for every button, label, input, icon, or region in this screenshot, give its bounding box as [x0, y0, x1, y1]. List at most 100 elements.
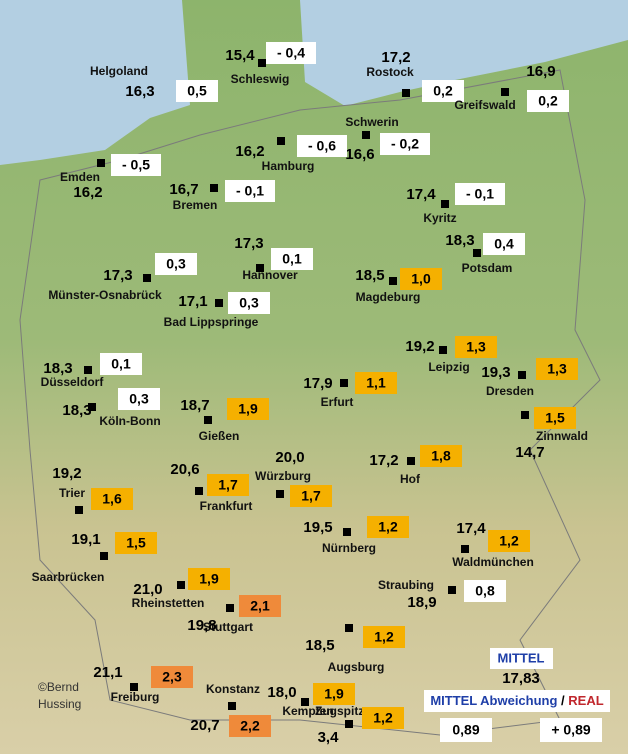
deviation-box — [228, 292, 270, 314]
station-marker — [276, 490, 284, 498]
station-deviation: - 0,5 — [122, 157, 150, 173]
station-temp: 18,0 — [267, 684, 296, 701]
station-deviation: - 0,6 — [308, 138, 336, 154]
station-name: Zinnwald — [536, 429, 588, 443]
station-temp: 15,4 — [225, 47, 255, 64]
deviation-box — [313, 683, 355, 705]
station-marker — [362, 131, 370, 139]
station-temp: 19,8 — [187, 617, 216, 634]
station-deviation: 1,2 — [374, 629, 394, 645]
station-temp: 17,2 — [369, 452, 398, 469]
station-deviation: 2,1 — [250, 598, 270, 614]
station-temp: 16,3 — [125, 83, 154, 100]
station-deviation: 0,3 — [129, 391, 149, 407]
station-marker — [130, 683, 138, 691]
station-marker — [256, 264, 264, 272]
station-temp: 16,9 — [526, 63, 555, 80]
station-marker — [228, 702, 236, 710]
station-temp: 17,9 — [303, 375, 332, 392]
station-marker — [84, 366, 92, 374]
station-name: Rostock — [366, 65, 414, 79]
station-deviation: 1,6 — [102, 491, 122, 507]
station-name: Bad Lippspringe — [164, 315, 259, 329]
station-deviation: 1,9 — [238, 401, 258, 417]
deviation-box — [488, 530, 530, 552]
station-marker — [226, 604, 234, 612]
station-name: Dresden — [486, 384, 534, 398]
station-marker — [402, 89, 410, 97]
station-temp: 18,5 — [305, 637, 334, 654]
deviation-box — [536, 358, 578, 380]
station-temp: 3,4 — [318, 729, 340, 746]
station-name: Straubing — [378, 578, 434, 592]
real-box — [540, 718, 602, 742]
station-name: Bremen — [173, 198, 218, 212]
station-temp: 16,6 — [345, 146, 374, 163]
deviation-box — [297, 135, 347, 157]
station-marker — [210, 184, 218, 192]
station-name: Münster-Osnabrück — [48, 288, 162, 302]
station-name: Köln-Bonn — [99, 414, 160, 428]
deviation-box — [151, 666, 193, 688]
deviation-box — [464, 580, 506, 602]
station-marker — [439, 346, 447, 354]
deviation-box — [455, 183, 505, 205]
station-marker — [343, 528, 351, 536]
legend-label: MITTEL Abweichung / REAL — [430, 693, 603, 708]
deviation-box — [483, 233, 525, 255]
station-name: Hannover — [242, 268, 298, 282]
station-name: Magdeburg — [356, 290, 421, 304]
station-temp: 20,0 — [275, 449, 304, 466]
station-deviation: 0,8 — [475, 583, 495, 599]
station-deviation: 2,2 — [240, 718, 260, 734]
baltic-sea — [300, 0, 628, 106]
station-name: Emden — [60, 170, 100, 184]
station-marker — [143, 274, 151, 282]
station-name: Trier — [59, 486, 85, 500]
station-name: Kempten — [282, 704, 333, 718]
deviation-box — [176, 80, 218, 102]
station-deviation: 1,0 — [411, 271, 431, 287]
station-name: Schwerin — [345, 115, 398, 129]
station-temp: 18,5 — [355, 267, 384, 284]
station-temp: 16,2 — [235, 143, 264, 160]
deviation-box — [266, 42, 316, 64]
station-deviation: 1,3 — [547, 361, 567, 377]
station-deviation: 1,5 — [545, 410, 565, 426]
station-deviation: - 0,1 — [466, 186, 494, 202]
station-temp: 18,9 — [407, 594, 436, 611]
deviation-box — [229, 715, 271, 737]
station-name: Leipzig — [428, 360, 469, 374]
station-name: Freiburg — [111, 690, 160, 704]
station-deviation: 0,1 — [282, 251, 302, 267]
deviation-box — [271, 248, 313, 270]
station-temp: 17,2 — [381, 49, 410, 66]
station-temp: 19,3 — [481, 364, 510, 381]
deviation-box — [455, 336, 497, 358]
station-temp: 16,7 — [169, 181, 198, 198]
station-name: Frankfurt — [200, 499, 253, 513]
station-deviation: 0,2 — [538, 93, 558, 109]
station-name: Greifswald — [454, 98, 515, 112]
station-name: Hof — [400, 472, 421, 486]
station-marker — [407, 457, 415, 465]
station-temp: 18,3 — [62, 402, 91, 419]
deviation-box — [118, 388, 160, 410]
station-temp: 17,4 — [406, 186, 436, 203]
station-name: Stuttgart — [203, 620, 253, 634]
station-marker — [518, 371, 526, 379]
legend-mittel: MITTEL — [498, 650, 545, 665]
station-name: Saarbrücken — [32, 570, 105, 584]
station-name: Würzburg — [255, 469, 311, 483]
station-temp: 18,7 — [180, 397, 209, 414]
stations: Helgoland 16,3 0,5 Schleswig 15,4 - 0,4 Rostoc… — [32, 42, 588, 746]
station-marker — [473, 249, 481, 257]
station-temp: 19,1 — [71, 531, 100, 548]
station-temp: 19,2 — [52, 465, 81, 482]
deviation-box — [111, 154, 161, 176]
station-marker — [389, 277, 397, 285]
deviation-box — [225, 180, 275, 202]
station-name: Gießen — [199, 429, 240, 443]
station-deviation: 1,1 — [366, 375, 386, 391]
